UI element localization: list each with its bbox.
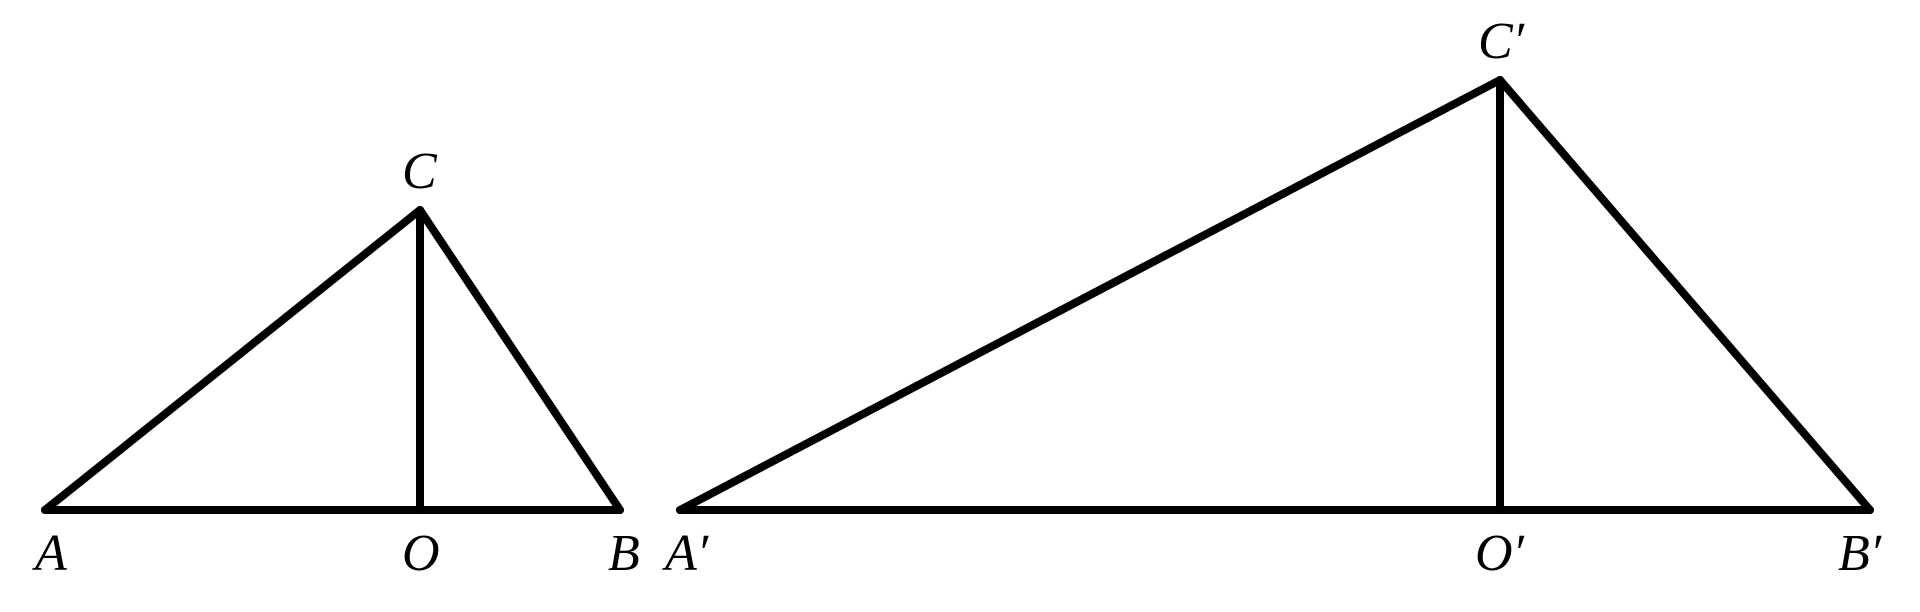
- label-C: C: [402, 143, 438, 200]
- label-A: A: [32, 525, 67, 582]
- label-C: C′: [1478, 13, 1526, 70]
- triangle-a-b-c-prime: A′ B′ C′ O′: [662, 13, 1883, 582]
- triangle-abc: A B C O: [32, 143, 640, 582]
- label-O: O′: [1475, 525, 1526, 582]
- label-O: O: [402, 525, 440, 582]
- label-B: B: [608, 525, 640, 582]
- geometry-diagram: A B C O A′ B′ C′ O′: [0, 0, 1920, 612]
- label-A: A′: [662, 525, 710, 582]
- edge-BC: [420, 210, 620, 510]
- edge-BC: [1500, 80, 1870, 510]
- label-B: B′: [1838, 525, 1883, 582]
- edge-CA: [680, 80, 1500, 510]
- edge-CA: [45, 210, 420, 510]
